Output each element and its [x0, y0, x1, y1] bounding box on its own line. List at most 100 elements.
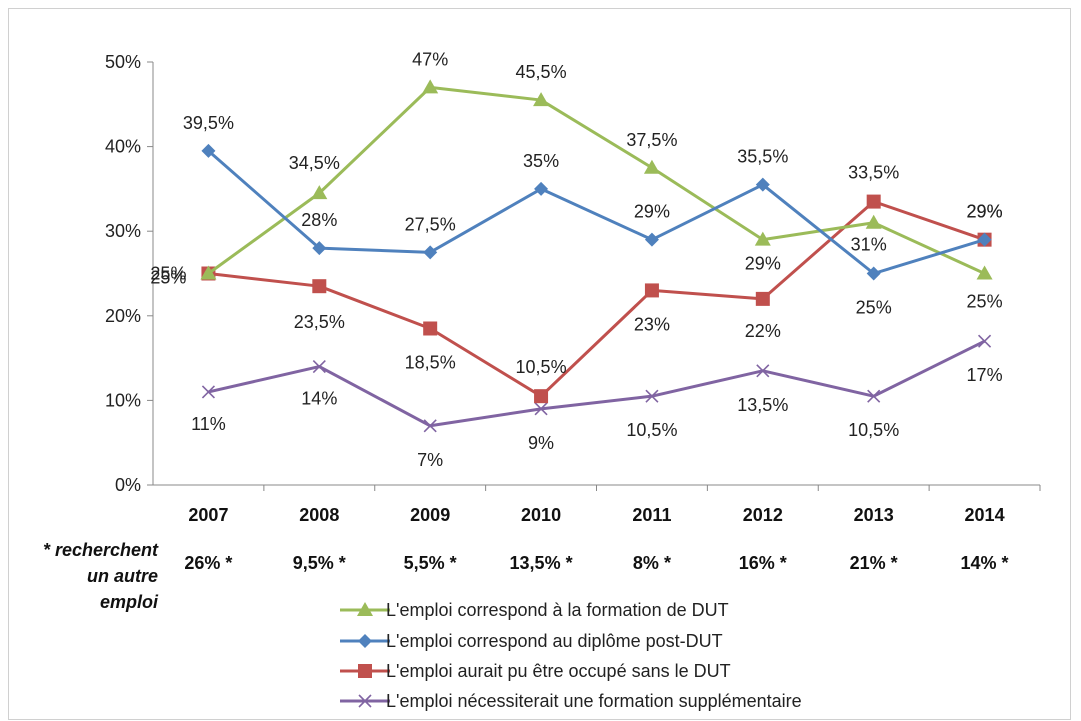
data-point-marker [645, 389, 659, 403]
data-label: 10,5% [626, 420, 677, 440]
data-label: 25% [150, 264, 186, 284]
data-label: 10,5% [516, 357, 567, 377]
extra-row-value: 5,5% * [404, 553, 457, 573]
legend-entry: L'emploi correspond à la formation de DU… [386, 600, 729, 620]
data-label: 23,5% [294, 312, 345, 332]
legend-entry: L'emploi nécessiterait une formation sup… [386, 691, 802, 711]
chart-frame [8, 8, 1071, 720]
data-label: 31% [851, 235, 887, 255]
series-line-2 [207, 149, 986, 275]
data-point-marker [977, 334, 992, 348]
series-line-1 [207, 85, 986, 275]
data-label: 11% [191, 414, 226, 434]
data-label: 29% [634, 202, 670, 222]
x-tick-label: 2007 [188, 505, 228, 525]
legend-entry: L'emploi aurait pu être occupé sans le D… [386, 661, 731, 681]
data-label: 39,5% [183, 113, 234, 133]
data-point-marker [201, 143, 216, 158]
extra-row-note: un autre [87, 566, 158, 586]
legend-entry: L'emploi correspond au diplôme post-DUT [386, 631, 723, 651]
x-tick-label: 2009 [410, 505, 450, 525]
data-point-marker [867, 389, 881, 403]
data-point-marker [644, 283, 659, 298]
data-point-marker [311, 185, 328, 200]
data-label: 17% [967, 365, 1003, 385]
y-tick-label: 10% [105, 390, 141, 410]
data-point-marker [423, 245, 438, 260]
data-point-marker [866, 266, 881, 281]
extra-row-value: 9,5% * [293, 553, 346, 573]
extra-row-note: emploi [100, 592, 159, 612]
data-label: 25% [150, 268, 186, 288]
data-label: 47% [412, 49, 448, 69]
x-tick-label: 2010 [521, 505, 561, 525]
data-label: 28% [301, 210, 337, 230]
data-label: 7% [417, 450, 443, 470]
data-point-marker [534, 402, 548, 416]
data-label: 25% [967, 292, 1003, 312]
data-point-marker [534, 389, 549, 404]
y-tick-label: 50% [105, 52, 141, 72]
data-label: 29% [745, 254, 781, 274]
series-line-3 [208, 200, 986, 398]
x-tick-label: 2014 [965, 505, 1005, 525]
data-label: 45,5% [516, 62, 567, 82]
data-label: 10,5% [848, 420, 899, 440]
data-label: 35% [523, 151, 559, 171]
data-label: 25% [856, 298, 892, 318]
y-tick-label: 20% [105, 306, 141, 326]
data-point-marker [756, 364, 770, 378]
data-point-marker [644, 232, 659, 247]
data-label: 14% [301, 389, 337, 409]
data-point-marker [755, 177, 770, 192]
extra-row-value: 14% * [961, 553, 1009, 573]
data-point-marker [754, 231, 771, 246]
data-point-marker [312, 359, 326, 374]
y-tick-label: 40% [105, 137, 141, 157]
data-point-marker [533, 92, 550, 107]
legend-marker [358, 694, 372, 708]
data-point-marker [422, 79, 439, 94]
data-point-marker [534, 181, 549, 196]
data-label: 37,5% [626, 130, 677, 150]
data-label: 35,5% [737, 147, 788, 167]
legend-marker [358, 664, 372, 678]
extra-row-value: 26% * [184, 553, 232, 573]
legend-marker [358, 634, 372, 648]
data-point-marker [865, 214, 882, 229]
data-point-marker [643, 159, 660, 174]
extra-row-value: 8% * [633, 553, 671, 573]
x-tick-label: 2008 [299, 505, 339, 525]
series-line-4 [208, 339, 986, 428]
x-tick-label: 2012 [743, 505, 783, 525]
data-label: 29% [967, 202, 1003, 222]
data-point-marker [312, 241, 327, 256]
data-point-marker [976, 265, 993, 280]
y-tick-label: 30% [105, 221, 141, 241]
data-point-marker [866, 194, 881, 209]
data-label: 33,5% [848, 163, 899, 183]
data-point-marker [312, 279, 327, 294]
data-point-marker [755, 291, 770, 306]
data-label: 29% [967, 202, 1003, 222]
data-label: 27,5% [405, 214, 456, 234]
extra-row-note: * recherchent [43, 540, 159, 560]
extra-row-value: 21% * [850, 553, 898, 573]
data-label: 34,5% [289, 153, 340, 173]
data-label: 18,5% [405, 352, 456, 372]
data-point-marker [977, 232, 992, 247]
data-point-marker [200, 265, 217, 280]
data-point-marker [423, 321, 438, 336]
data-point-marker [201, 385, 216, 399]
data-label: 22% [745, 321, 781, 341]
data-point-marker [423, 419, 437, 433]
y-tick-label: 0% [115, 475, 141, 495]
legend-marker [357, 602, 373, 616]
extra-row-value: 16% * [739, 553, 787, 573]
data-label: 13,5% [737, 395, 788, 415]
extra-row-value: 13,5% * [510, 553, 573, 573]
x-tick-label: 2011 [632, 505, 671, 525]
data-label: 23% [634, 314, 670, 334]
x-tick-label: 2013 [854, 505, 894, 525]
